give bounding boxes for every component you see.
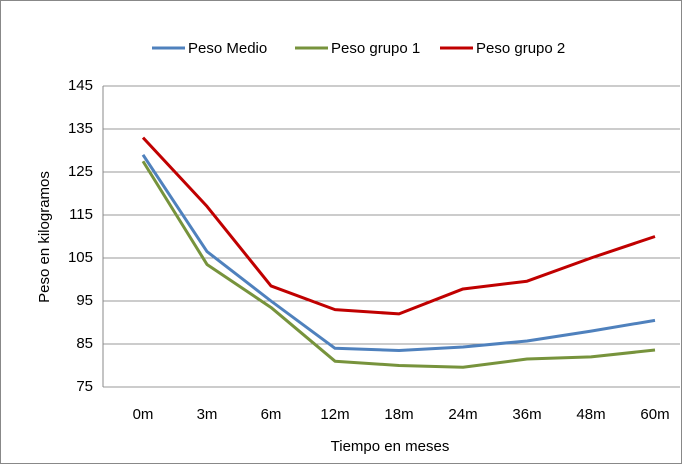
data-line bbox=[141, 160, 656, 369]
data-line bbox=[141, 153, 656, 352]
x-tick-label: 3m bbox=[197, 406, 218, 423]
y-tick-label: 145 bbox=[68, 77, 93, 94]
x-tick-label: 48m bbox=[576, 406, 605, 423]
legend-label: Peso grupo 2 bbox=[476, 40, 565, 57]
legend-label: Peso Medio bbox=[188, 40, 267, 57]
y-tick-label: 125 bbox=[68, 163, 93, 180]
x-tick-label: 18m bbox=[384, 406, 413, 423]
x-tick-label: 60m bbox=[640, 406, 669, 423]
x-tick-label: 6m bbox=[261, 406, 282, 423]
y-tick-label: 95 bbox=[76, 292, 93, 309]
y-tick-label: 85 bbox=[76, 335, 93, 352]
y-tick-label: 75 bbox=[76, 378, 93, 395]
y-tick-label: 135 bbox=[68, 120, 93, 137]
y-tick-label: 105 bbox=[68, 249, 93, 266]
x-axis-label: Tiempo en meses bbox=[331, 438, 450, 455]
x-tick-label: 24m bbox=[448, 406, 477, 423]
legend-label: Peso grupo 1 bbox=[331, 40, 420, 57]
y-axis-label: Peso en kilogramos bbox=[36, 171, 53, 303]
x-tick-label: 0m bbox=[133, 406, 154, 423]
y-tick-label: 115 bbox=[69, 206, 93, 223]
data-line bbox=[141, 136, 656, 316]
x-tick-label: 12m bbox=[320, 406, 349, 423]
x-tick-label: 36m bbox=[512, 406, 541, 423]
